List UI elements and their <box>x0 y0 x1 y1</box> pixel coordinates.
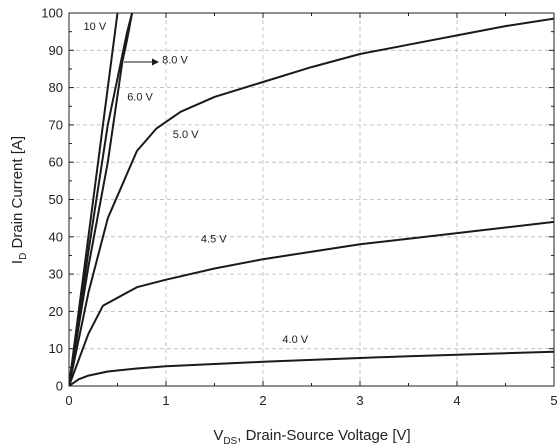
y-tick-label: 20 <box>49 304 63 319</box>
x-tick-label: 4 <box>453 393 460 408</box>
y-tick-label: 30 <box>49 267 63 282</box>
series-curve-4-5-v <box>69 220 554 386</box>
series-curves <box>69 13 554 386</box>
series-label-6-0-v: 6.0 V <box>127 92 153 104</box>
x-tick-label: 5 <box>550 393 557 408</box>
x-tick-label: 1 <box>162 393 169 408</box>
series-label-4-5-v: 4.5 V <box>201 233 227 245</box>
series-label-10-v: 10 V <box>84 21 107 33</box>
series-label-5-0-v: 5.0 V <box>173 129 199 141</box>
series-curve-5-0-v <box>69 17 554 386</box>
y-axis-label: ID Drain Current [A] <box>9 136 29 264</box>
y-tick-label: 70 <box>49 117 63 132</box>
y-axis-label-rest: Drain Current [A] <box>9 136 26 253</box>
y-tick-label: 60 <box>49 155 63 170</box>
series-label-4-0-v: 4.0 V <box>282 334 308 346</box>
axis-ticks <box>68 12 555 387</box>
y-tick-label: 80 <box>49 80 63 95</box>
x-axis-label-main: V <box>213 427 223 444</box>
x-axis-label-rest: , Drain-Source Voltage [V] <box>237 427 410 444</box>
y-tick-label: 100 <box>41 6 63 21</box>
y-axis-label-main: I <box>9 260 26 264</box>
y-tick-label: 40 <box>49 229 63 244</box>
arrowhead-icon <box>152 58 159 66</box>
grid-lines <box>69 13 554 386</box>
x-tick-label: 2 <box>259 393 266 408</box>
y-tick-label: 90 <box>49 43 63 58</box>
y-tick-label: 0 <box>56 379 63 394</box>
x-axis-label-subscript: DS <box>223 436 237 446</box>
series-label-8-0-v: 8.0 V <box>162 54 188 66</box>
y-tick-label: 50 <box>49 192 63 207</box>
x-tick-label: 0 <box>65 393 72 408</box>
series-annotations: 10 V 8.0 V 6.0 V 5.0 V 4.5 V 4.0 V <box>84 21 309 346</box>
y-axis-label-subscript: D <box>18 253 29 260</box>
x-axis-label: VDS, Drain-Source Voltage [V] <box>213 427 410 446</box>
series-curve-4-0-v <box>69 350 554 386</box>
x-tick-label: 3 <box>356 393 363 408</box>
y-tick-label: 10 <box>49 341 63 356</box>
series-curve-6-0-v <box>69 13 134 386</box>
